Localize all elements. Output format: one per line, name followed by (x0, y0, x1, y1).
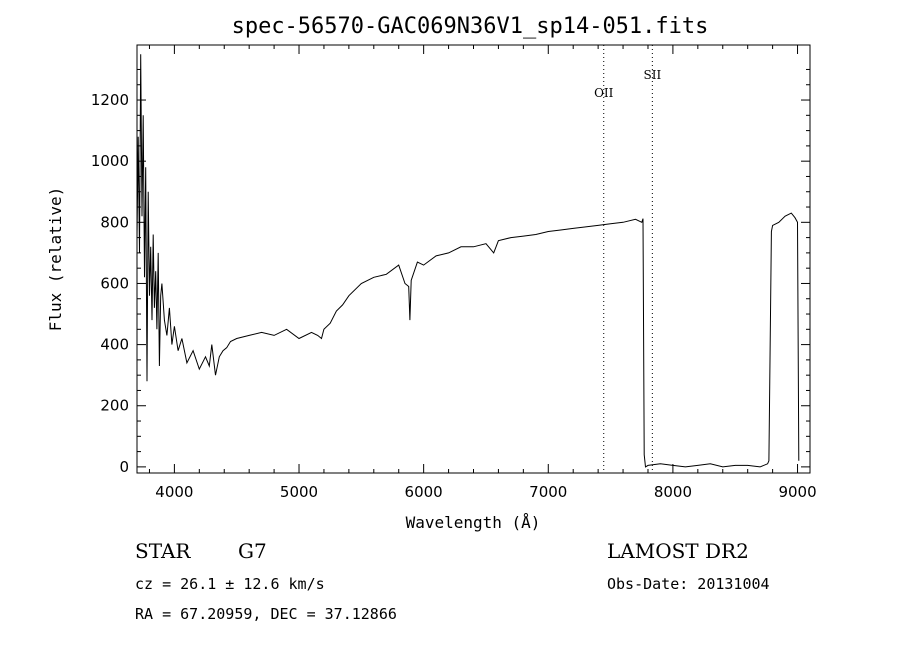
line-label-oii: OII (594, 86, 614, 100)
x-tick-label: 5000 (280, 483, 318, 501)
x-tick-label: 7000 (529, 483, 567, 501)
survey-label: LAMOST DR2 (607, 539, 749, 563)
x-axis-label: Wavelength (Å) (406, 513, 541, 532)
subclass-label: G7 (238, 539, 267, 563)
coords-text: RA = 67.20959, DEC = 37.12866 (135, 605, 397, 623)
x-axis: 4000 5000 6000 7000 8000 9000 (148, 45, 817, 501)
spectrum-line (136, 54, 800, 468)
chart-title: spec-56570-GAC069N36V1_sp14-051.fits (232, 14, 709, 39)
obs-date: Obs-Date: 20131004 (607, 575, 770, 593)
x-tick-label: 6000 (405, 483, 443, 501)
y-tick-label: 200 (100, 397, 129, 415)
y-axis: 0 200 400 600 800 1000 1200 (91, 68, 810, 476)
y-axis-label: Flux (relative) (46, 187, 65, 332)
y-tick-label: 1000 (91, 152, 129, 170)
x-tick-label: 8000 (654, 483, 692, 501)
y-tick-label: 600 (100, 274, 129, 292)
cz-text: cz = 26.1 ± 12.6 km/s (135, 575, 325, 593)
y-tick-label: 1200 (91, 91, 129, 109)
y-tick-label: 400 (100, 336, 129, 354)
x-tick-label: 4000 (155, 483, 193, 501)
y-tick-label: 800 (100, 213, 129, 231)
class-label: STAR (135, 539, 191, 563)
line-label-sii: SII (643, 68, 661, 82)
y-tick-label: 0 (119, 458, 129, 476)
line-markers: OII SII (594, 45, 661, 473)
plot-frame (136, 44, 811, 474)
x-tick-label: 9000 (778, 483, 816, 501)
